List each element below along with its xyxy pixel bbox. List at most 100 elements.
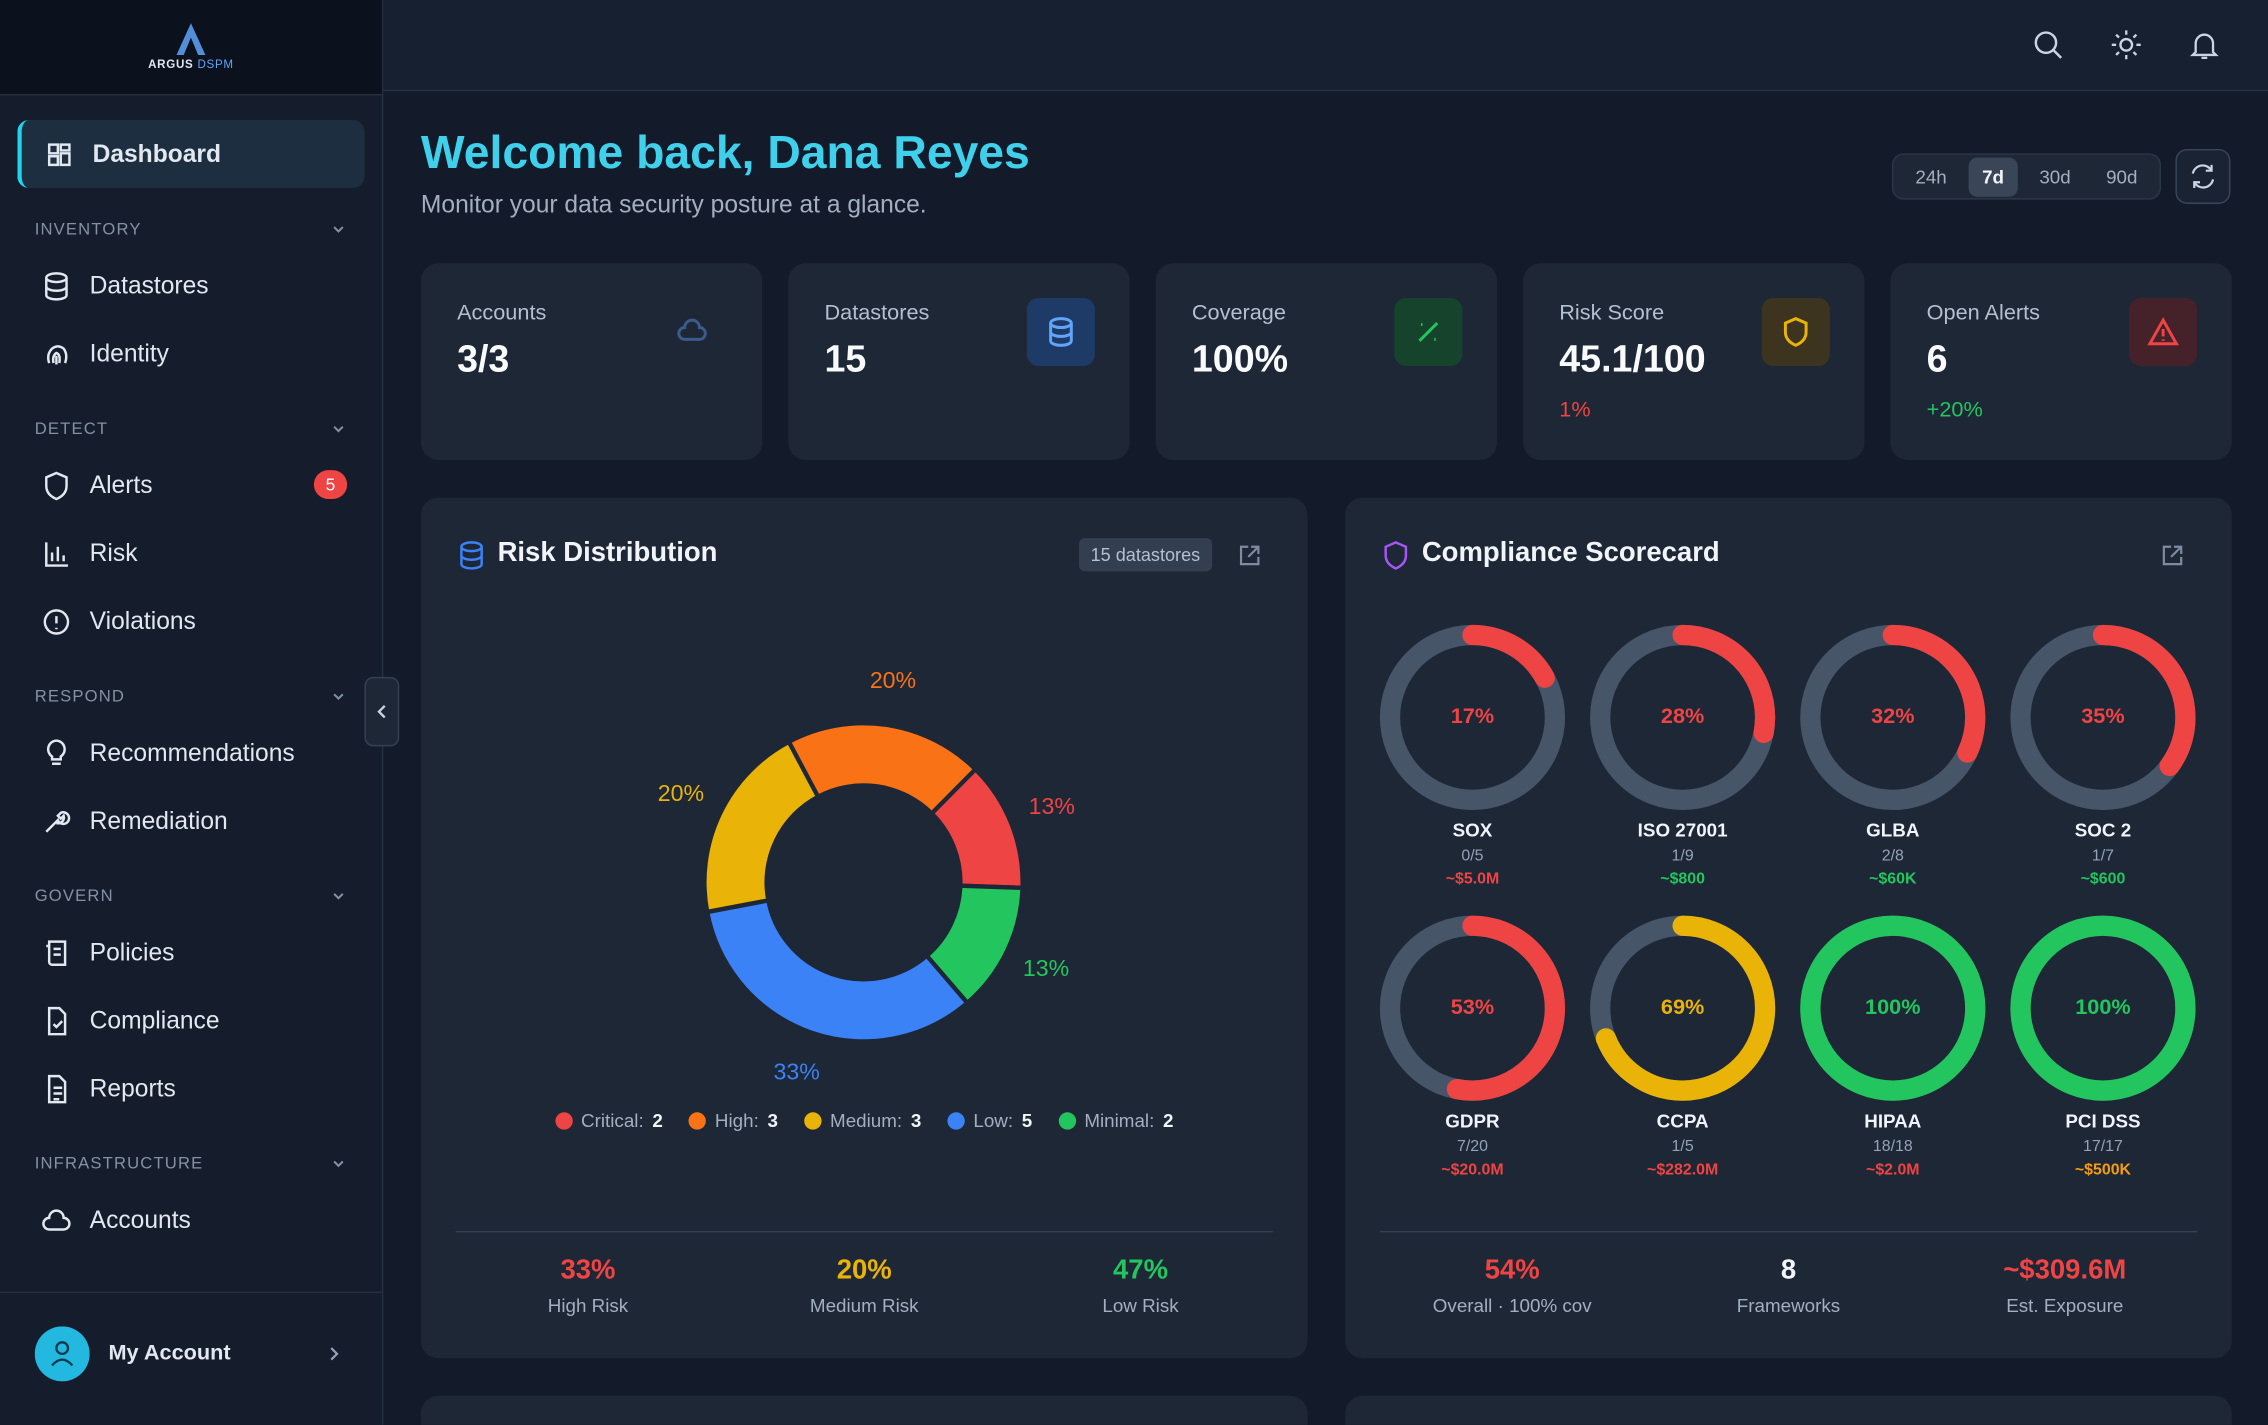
account-footer[interactable]: My Account [0,1291,382,1425]
summary-value: 33% [560,1255,616,1286]
nav-item[interactable]: Reports [17,1054,364,1122]
nav-item[interactable]: Compliance [17,986,364,1054]
nav-section[interactable]: RESPOND [17,675,364,718]
legend-dot [1058,1111,1076,1129]
gauge-label: 35% [2081,703,2124,728]
bell-icon[interactable] [2188,29,2220,61]
nav-item[interactable]: Remediation [17,787,364,855]
gauge-label: 100% [1865,994,1920,1019]
page-subtitle: Monitor your data security posture at a … [420,190,927,219]
framework-controls: 1/7 [2092,847,2114,864]
icon-shape [47,142,71,166]
summary-value: ~$309.6M [2003,1255,2127,1286]
legend-name: Low: [973,1109,1014,1132]
stat-icon [1026,297,1095,366]
framework-exposure: ~$60K [1869,871,1917,888]
segment-label: 13% [1029,793,1075,819]
chevron [333,893,344,900]
framework-controls: 17/17 [2083,1138,2123,1155]
divider [1379,1230,2198,1233]
framework-exposure: ~$2.0M [1866,1161,1920,1178]
nav-label: Remediation [89,806,228,834]
panel-title: Compliance Scorecard [1421,538,1720,569]
logo[interactable]: ARGUS DSPM [0,0,382,96]
range-option[interactable]: 90d [2106,165,2138,188]
stat-change: 1% [1559,397,1591,423]
nav-item[interactable]: Risk [17,519,364,587]
chevron-shape [333,693,344,701]
framework-controls: 2/8 [1882,847,1904,864]
nav-item[interactable]: Identity [17,320,364,388]
sidebar: ARGUS DSPM Dashboard INVENTORY Datastores I… [0,0,400,1425]
nav-item[interactable]: Violations [17,587,364,655]
risk-summary: 33% High Risk 20% Medium Risk 47% Low Risk [421,1256,1308,1328]
gauge-fill [2010,624,2196,811]
nav-item[interactable]: Recommendations [17,719,364,787]
gauge-fill [2010,915,2196,1101]
nav-label: Recommendations [89,738,295,766]
stat-label: Open Alerts [1926,300,2041,326]
nav-item[interactable]: Datastores [17,252,364,320]
range-option[interactable]: 7d [1969,156,2018,196]
framework-exposure: ~$282.0M [1647,1161,1718,1178]
section-title: INFRASTRUCTURE [34,1155,204,1174]
nav-item[interactable]: Policies [17,918,364,986]
summary-item: 33% High Risk [450,1256,726,1317]
risk-panel: Risk Distribution 15 datastores 20% 13% 13… [420,497,1308,1359]
icon-shape [1783,317,1808,347]
legend-item: High: 3 [688,1109,778,1131]
stat-label: Accounts [457,300,547,326]
donut-segment [785,721,979,817]
open-link-icon[interactable] [2160,542,2186,568]
framework-name: ISO 27001 [1638,820,1728,841]
nav-icon [45,271,68,300]
nav-icon [45,541,68,567]
summary-label: Frameworks [1736,1294,1841,1317]
brand: ARGUS DSPM [0,58,382,71]
stat-icon [660,298,728,366]
nav-icon [42,1208,71,1230]
stat-card: Coverage 100% [1155,263,1498,460]
icon-shape [45,810,71,832]
nav-label: Accounts [89,1205,191,1234]
gauge-label: 32% [1871,703,1914,728]
nav-item[interactable]: Alerts 5 [17,451,364,519]
range-option[interactable]: 24h [1915,165,1947,188]
open-link-icon[interactable] [1237,542,1263,568]
nav-label: Dashboard [92,139,222,168]
framework-name: CCPA [1657,1110,1709,1131]
gauge-fill [1379,624,1566,811]
theme-icon[interactable] [2110,29,2142,61]
collapse-button[interactable] [364,676,400,747]
account-label: My Account [108,1340,231,1366]
stat-card: Open Alerts 6 +20% [1890,263,2232,460]
range-option[interactable]: 30d [2039,165,2071,188]
framework-name: PCI DSS [2065,1110,2140,1131]
nav-item[interactable]: Dashboard [17,120,365,189]
stat-change: +20% [1926,397,1983,423]
nav-item[interactable]: Accounts [17,1186,364,1254]
segment-label: 20% [870,667,916,693]
icon [677,318,707,341]
brand-sub: DSPM [197,57,234,71]
framework-exposure: ~$500K [2075,1161,2132,1178]
gauge-fill [1800,624,1986,811]
nav-section[interactable]: GOVERN [17,875,364,918]
chevron [333,425,344,433]
nav-label: Identity [89,339,169,367]
icon-shape [47,344,68,364]
legend-count: 5 [1021,1109,1033,1132]
icon-shape [45,541,68,567]
segment-label: 13% [1023,955,1069,981]
nav-section[interactable]: INVENTORY [17,208,364,251]
stat-icon [1761,297,1830,366]
refresh-button[interactable] [2175,148,2231,204]
nav-section[interactable]: DETECT [17,408,364,451]
search-icon[interactable] [2032,29,2064,61]
stat-label: Risk Score [1559,300,1665,326]
lower-card [420,1395,1308,1425]
nav-section[interactable]: INFRASTRUCTURE [17,1143,364,1186]
summary-item: 47% Low Risk [1002,1256,1278,1317]
summary-label: Overall · 100% cov [1432,1294,1592,1317]
